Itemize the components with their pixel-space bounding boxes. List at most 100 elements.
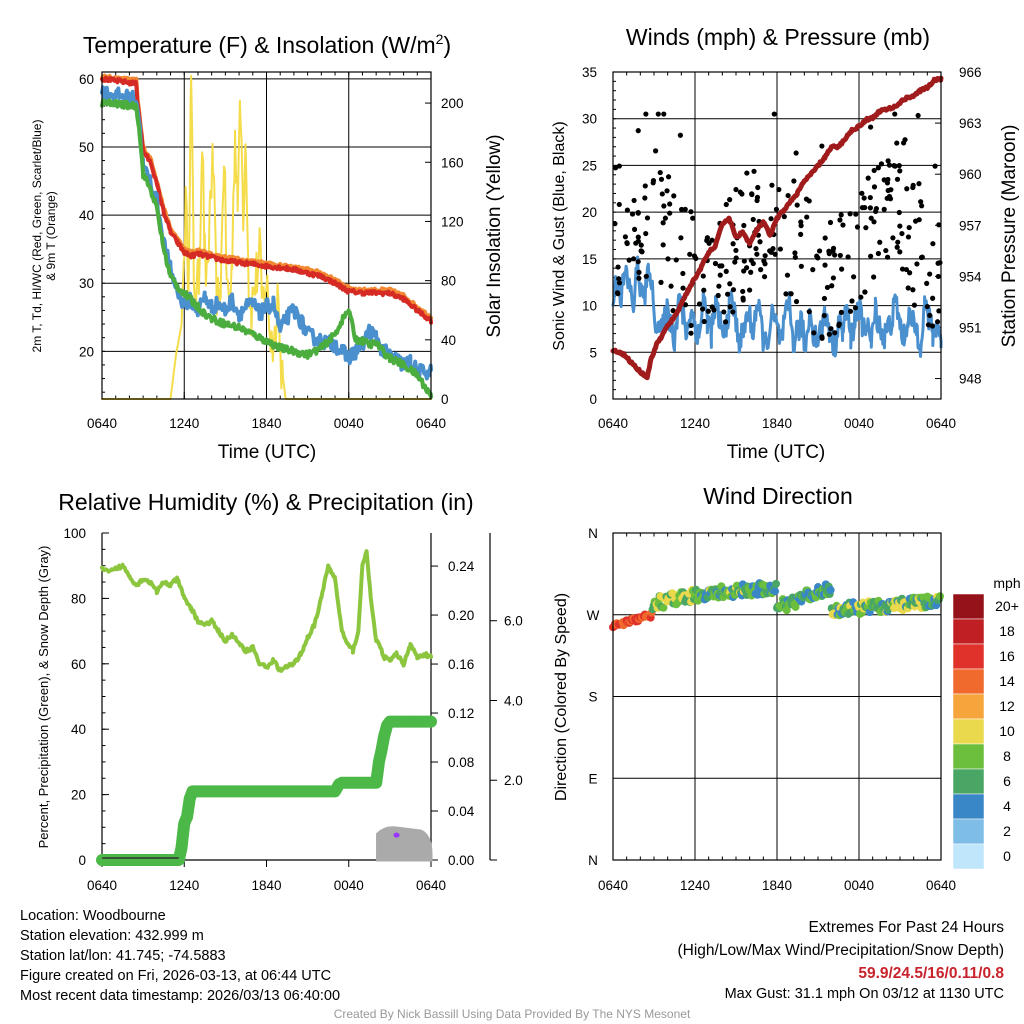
gust-point (693, 255, 699, 262)
gust-point (925, 322, 932, 328)
gust-point (793, 150, 799, 156)
gust-point (892, 111, 898, 117)
snow-depth-area (376, 826, 433, 862)
dir-ytick-label: S (588, 690, 597, 705)
gust-point (631, 226, 638, 233)
gust-point (868, 124, 874, 130)
gust-point (903, 266, 910, 273)
gust-point (614, 290, 621, 296)
extremes-info: Extremes For Past 24 Hours (High/Low/Max… (678, 918, 1005, 1004)
gust-point (918, 199, 924, 205)
gust-point (792, 254, 798, 260)
precip-ytick-label: 0.20 (448, 608, 474, 623)
gust-point (887, 196, 894, 202)
gust-point (811, 330, 817, 336)
rh-ytick-label: 60 (71, 657, 86, 672)
gust-point (768, 216, 774, 222)
gust-point (873, 208, 879, 214)
colorbar-label: 2 (1003, 823, 1011, 839)
dir-xtick-label: 0640 (598, 878, 628, 893)
humidity-plot-area: 0640 1240 1840 0040 06400204060801000.000.04… (63, 526, 522, 893)
gust-point (919, 254, 925, 260)
gust-point (717, 263, 723, 269)
temp-ytick-label: 60 (79, 72, 94, 87)
gust-point (749, 191, 755, 198)
gust-point (616, 201, 622, 208)
temp-xtick-label: 0640 (87, 416, 117, 431)
gust-point (924, 303, 930, 310)
gust-point (798, 263, 804, 269)
gust-point (861, 195, 867, 201)
colorbar-label: 0 (1003, 848, 1011, 864)
gust-point (897, 249, 903, 255)
colorbar-swatch (952, 643, 985, 670)
dir-xtick-label: 0040 (844, 878, 874, 893)
gust-point (927, 312, 933, 318)
gust-point (687, 251, 693, 257)
gust-point (716, 283, 722, 289)
gust-point (798, 231, 804, 237)
gust-point (891, 163, 897, 169)
gust-point (784, 272, 791, 278)
gust-point (639, 249, 645, 255)
gust-point (730, 309, 736, 315)
gust-point (667, 201, 673, 207)
direction-point (659, 603, 668, 612)
precip-ytick-label: 0.00 (448, 853, 474, 868)
gust-point (678, 235, 684, 241)
gust-point (798, 219, 804, 225)
dir-ytick-label: E (588, 771, 597, 786)
gust-point (739, 191, 745, 197)
colorbar-swatch (952, 793, 985, 820)
gust-point (750, 216, 756, 223)
gust-point (914, 261, 920, 267)
gust-point (838, 212, 844, 218)
gust-point (919, 203, 925, 209)
gust-point (705, 308, 711, 314)
gust-point (894, 140, 900, 146)
gust-point (897, 223, 903, 229)
gust-point (890, 235, 896, 241)
gust-point (748, 269, 754, 275)
gust-point (706, 240, 712, 246)
precip-ytick-label: 0.04 (448, 804, 475, 819)
gust-point (701, 318, 707, 325)
gust-point (885, 158, 891, 164)
rh-ytick-label: 0 (78, 853, 86, 868)
gust-point (806, 309, 812, 315)
gust-point (837, 217, 843, 223)
gust-point (905, 234, 912, 240)
gust-point (936, 308, 942, 314)
gust-point (730, 287, 737, 293)
direction-point (826, 586, 835, 595)
recent-data-text: Most recent data timestamp: 2026/03/13 0… (20, 988, 341, 1004)
gust-point (635, 234, 641, 240)
credit-text: Created By Nick Bassill Using Data Provi… (333, 1007, 691, 1021)
gust-point (612, 221, 618, 227)
gust-point (723, 201, 729, 208)
gust-point (781, 214, 787, 220)
gust-point (635, 210, 641, 216)
gust-point (638, 242, 644, 248)
gust-point (642, 183, 648, 189)
wind-border (612, 71, 942, 400)
wind-ytick-label: 5 (589, 345, 597, 360)
gust-point (644, 215, 651, 221)
gust-point (662, 215, 668, 221)
gust-point (899, 266, 906, 272)
gust-point (657, 169, 663, 176)
rh-ytick-label: 20 (71, 788, 86, 803)
speed-colorbar: 20+ 18 16 14 12 10 8 6 4 2 0 (952, 593, 1019, 870)
gust-point (849, 298, 855, 304)
precip-point (425, 716, 437, 728)
gust-point (688, 330, 694, 336)
gust-point (777, 246, 783, 252)
gust-point (661, 203, 667, 209)
colorbar-swatch (952, 718, 985, 745)
gust-point (934, 319, 941, 325)
gust-point (839, 266, 845, 272)
dir-xtick-label: 0640 (926, 878, 956, 893)
colorbar-swatch (952, 693, 985, 720)
gust-point (631, 197, 637, 204)
